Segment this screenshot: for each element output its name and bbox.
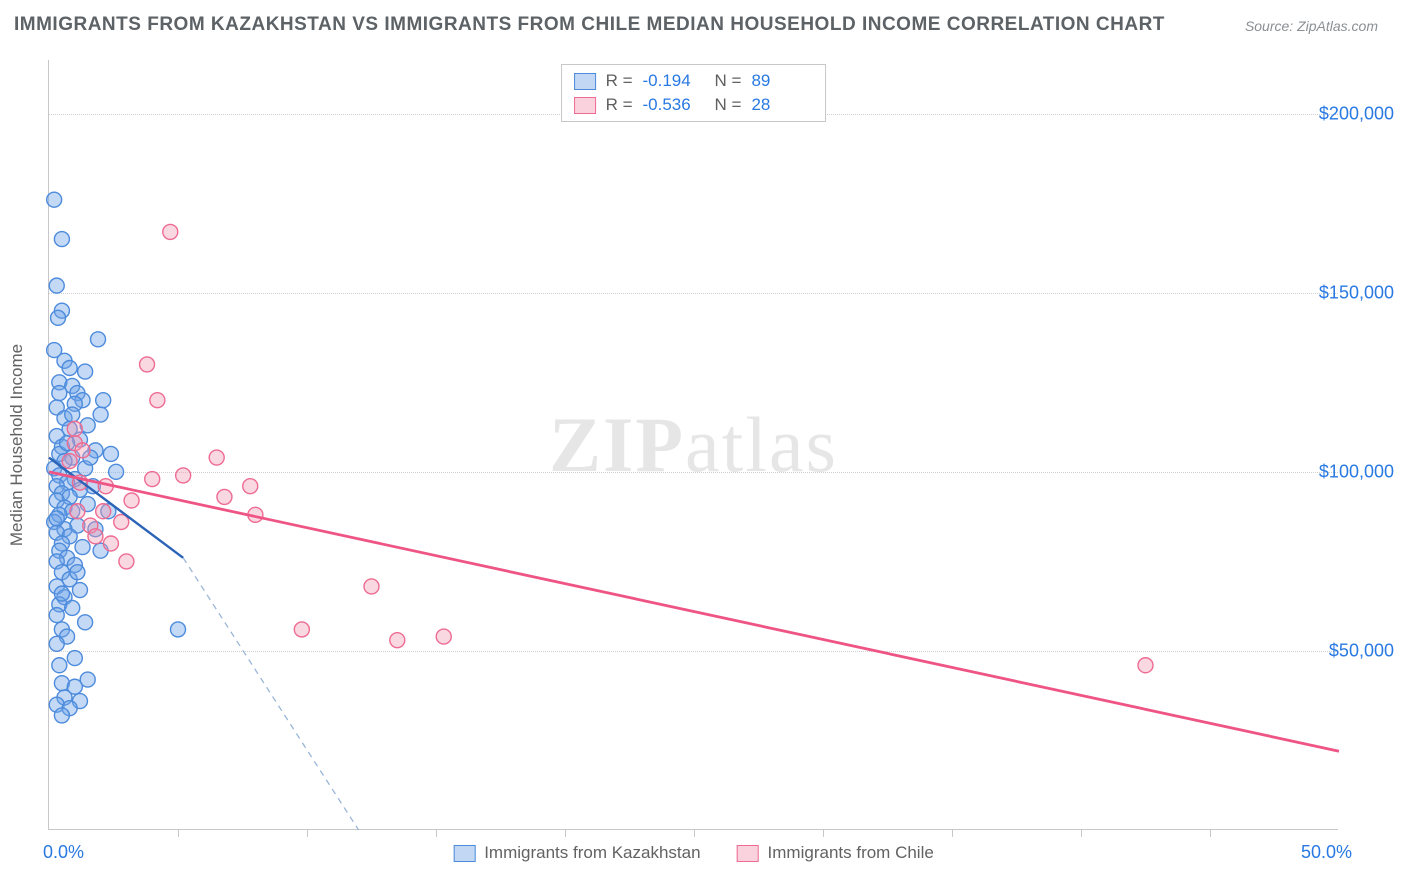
legend-row-chile: R = -0.536 N = 28 [574, 93, 814, 117]
x-min-label: 0.0% [43, 842, 84, 863]
x-max-label: 50.0% [1301, 842, 1352, 863]
legend-item-chile: Immigrants from Chile [737, 843, 934, 863]
chart-title: IMMIGRANTS FROM KAZAKHSTAN VS IMMIGRANTS… [14, 14, 1165, 36]
n-label: N = [715, 71, 742, 91]
y-tick-label: $50,000 [1329, 640, 1394, 661]
n-value-kz: 89 [751, 71, 813, 91]
r-value-cl: -0.536 [643, 95, 705, 115]
legend-label: Immigrants from Chile [768, 843, 934, 863]
swatch-pink-icon [574, 97, 596, 114]
legend-item-kazakhstan: Immigrants from Kazakhstan [453, 843, 700, 863]
swatch-pink-icon [737, 845, 759, 862]
r-label: R = [606, 71, 633, 91]
scatter-svg [49, 60, 1338, 829]
r-value-kz: -0.194 [643, 71, 705, 91]
r-label: R = [606, 95, 633, 115]
legend-top: R = -0.194 N = 89 R = -0.536 N = 28 [561, 64, 827, 122]
source-text: Source: ZipAtlas.com [1245, 18, 1378, 34]
swatch-blue-icon [574, 73, 596, 90]
swatch-blue-icon [453, 845, 475, 862]
n-value-cl: 28 [751, 95, 813, 115]
y-axis-title: Median Household Income [7, 343, 27, 545]
legend-label: Immigrants from Kazakhstan [484, 843, 700, 863]
plot-area: Median Household Income ZIPatlas $50,000… [48, 60, 1338, 830]
legend-row-kazakhstan: R = -0.194 N = 89 [574, 69, 814, 93]
legend-bottom: Immigrants from Kazakhstan Immigrants fr… [453, 843, 934, 863]
n-label: N = [715, 95, 742, 115]
